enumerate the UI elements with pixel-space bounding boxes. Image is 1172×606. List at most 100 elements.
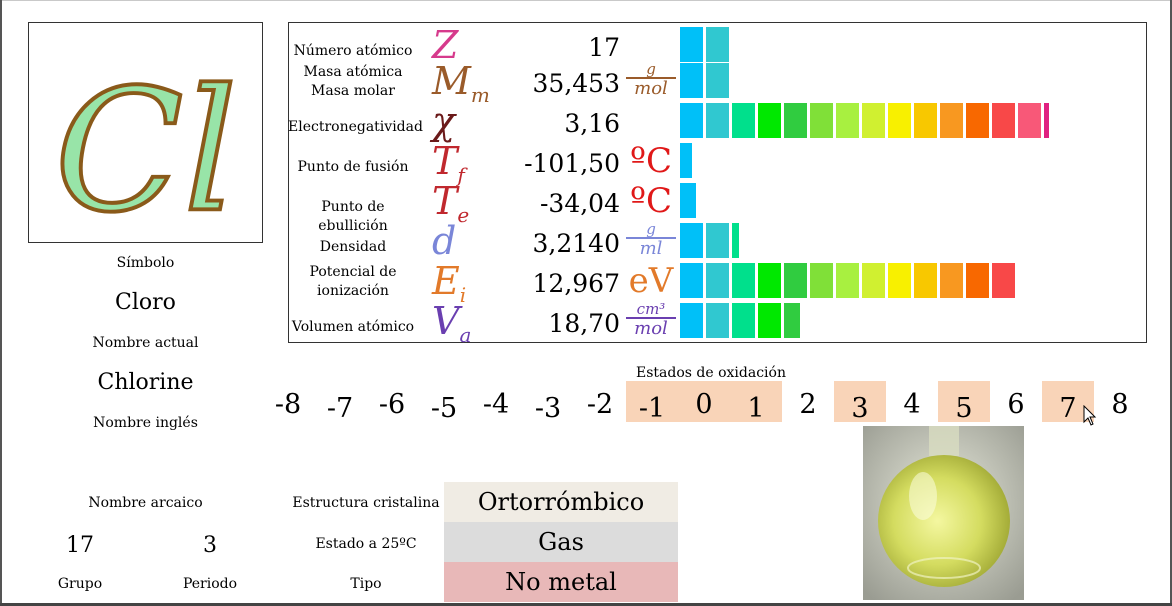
bar-segment	[758, 303, 781, 338]
oxidation-state: -4	[482, 389, 510, 420]
bar-segment	[992, 103, 1015, 138]
bar-segment	[914, 263, 937, 298]
property-symbol: Tf	[432, 139, 465, 187]
english-name-caption: Nombre inglés	[93, 415, 198, 431]
property-unit-fraction: g ml	[626, 221, 676, 259]
name-caption: Nombre actual	[92, 335, 199, 351]
oxidation-state: 3	[834, 381, 886, 424]
property-value: 35,453	[532, 69, 620, 98]
element-symbol-box: Cl	[28, 22, 263, 251]
property-symbol: Ei	[432, 259, 467, 307]
element-photo	[863, 426, 1024, 600]
bar-segment	[940, 263, 963, 298]
property-symbol: Te	[432, 179, 470, 227]
oxidation-state: 8	[1111, 389, 1129, 420]
property-value: 12,967	[532, 269, 620, 298]
bar-segment	[732, 263, 755, 298]
bar-segment	[758, 263, 781, 298]
bar-segment	[680, 223, 703, 258]
bar-segment	[810, 103, 833, 138]
bar-segment	[758, 103, 781, 138]
properties-panel	[288, 22, 1147, 343]
state-value: Gas	[444, 522, 678, 562]
structure-value: Ortorrómbico	[444, 482, 678, 522]
property-unit: eV	[628, 261, 674, 301]
bar-segment	[732, 303, 755, 338]
structure-caption: Estructura cristalina	[292, 495, 440, 511]
property-symbol: Va	[432, 299, 472, 347]
oxidation-state: 1	[730, 381, 782, 424]
oxidation-state: -7	[326, 393, 354, 424]
oxidation-state: 0	[678, 381, 730, 422]
element-name: Cloro	[115, 290, 176, 315]
bar-segment	[836, 263, 859, 298]
group-caption: Grupo	[57, 576, 103, 592]
bar-segment	[706, 223, 729, 258]
property-symbol: Z	[432, 23, 459, 67]
element-symbol-text: Cl	[55, 53, 238, 242]
bar-segment	[784, 103, 807, 138]
property-label: Punto de ebullición	[318, 199, 388, 234]
oxidation-title: Estados de oxidación	[636, 365, 786, 381]
property-label: Electronegatividad	[288, 119, 423, 135]
type-caption: Tipo	[350, 576, 382, 592]
oxidation-state: -5	[430, 393, 458, 424]
bar-segment	[888, 263, 911, 298]
bar-segment	[992, 263, 1015, 298]
property-symbol: χ	[432, 99, 456, 143]
bar-segment	[680, 103, 703, 138]
oxidation-state: -3	[534, 393, 562, 424]
bar-segment	[680, 183, 696, 218]
property-value: 18,70	[548, 309, 620, 338]
bar-segment	[862, 263, 885, 298]
property-label: Potencial de ionización	[309, 264, 397, 299]
property-label: Número atómico	[293, 43, 413, 59]
element-symbol-graphic: Cl	[53, 51, 240, 251]
bar-segment	[680, 303, 703, 338]
property-unit: ºC	[629, 181, 672, 221]
bar-segment	[940, 103, 963, 138]
bar-segment	[836, 103, 859, 138]
bar-segment	[680, 27, 703, 62]
period-caption: Periodo	[182, 576, 238, 592]
property-value: 3,2140	[532, 229, 620, 258]
bar-segment	[888, 103, 911, 138]
state-caption: Estado a 25ºC	[315, 536, 417, 552]
oxidation-state: -8	[274, 389, 302, 420]
property-unit-fraction: cm³ mol	[626, 301, 676, 339]
oxidation-state: -1	[626, 381, 678, 424]
bar-segment	[966, 263, 989, 298]
property-value: -101,50	[524, 149, 620, 178]
bar-segment	[680, 63, 703, 98]
english-name: Chlorine	[97, 370, 194, 395]
bar-segment	[680, 143, 692, 178]
bar-segment	[1018, 103, 1041, 138]
property-value: 17	[588, 33, 620, 62]
property-symbol: Mm	[432, 59, 490, 107]
bar-segment	[732, 103, 755, 138]
property-label: Masa atómica Masa molar	[303, 64, 403, 99]
property-symbol: d	[432, 219, 457, 263]
bar-segment	[706, 27, 729, 62]
mouse-cursor-icon	[1083, 405, 1097, 426]
bar-segment	[680, 263, 703, 298]
period-value: 3	[203, 533, 217, 558]
symbol-caption: Símbolo	[116, 255, 175, 271]
property-value: 3,16	[564, 109, 620, 138]
oxidation-state: 6	[1007, 389, 1025, 420]
bar-segment	[966, 103, 989, 138]
bar-segment	[706, 303, 729, 338]
bar-segment	[706, 63, 729, 98]
bar-segment	[914, 103, 937, 138]
bar-segment	[862, 103, 885, 138]
group-value: 17	[66, 533, 94, 558]
bar-segment	[706, 263, 729, 298]
oxidation-state: -6	[378, 389, 406, 420]
oxidation-state: 5	[938, 381, 990, 424]
bar-segment	[810, 263, 833, 298]
property-unit-fraction: g mol	[626, 61, 676, 99]
oxidation-state: 4	[903, 389, 921, 420]
archaic-name-caption: Nombre arcaico	[88, 495, 203, 511]
property-label: Punto de fusión	[297, 159, 409, 175]
bar-segment	[706, 103, 729, 138]
